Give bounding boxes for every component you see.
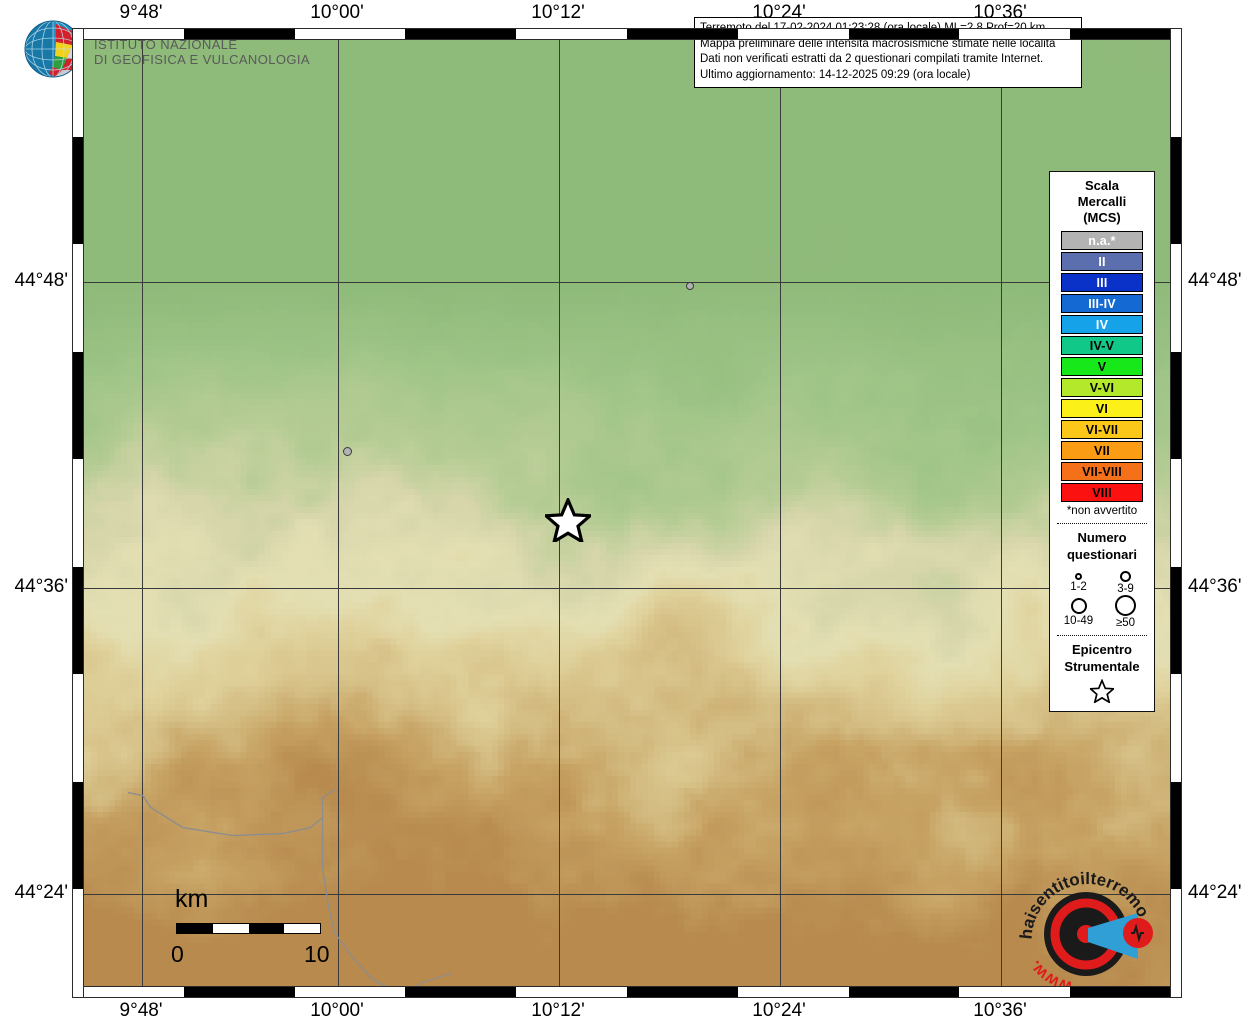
info-line-0: Terremoto del 17-02-2024 01:23:28 (ora l… bbox=[700, 22, 1046, 34]
mercalli-swatch-vi: VI bbox=[1061, 399, 1143, 418]
questionnaire-size-label: 1-2 bbox=[1070, 580, 1087, 593]
lon-label-top-2: 10°12' bbox=[531, 2, 585, 23]
lat-label-left-0: 44°48' bbox=[14, 270, 69, 291]
mercalli-swatch-vii-viii: VII-VIII bbox=[1061, 462, 1143, 481]
mercalli-swatch-vii: VII bbox=[1061, 441, 1143, 460]
legend-title-line-0: Scala bbox=[1085, 178, 1119, 193]
lat-label-left-2: 44°24' bbox=[14, 882, 69, 903]
questionnaire-size-label: 3-9 bbox=[1117, 582, 1134, 595]
scalebar-max-label: 10 bbox=[304, 941, 330, 967]
legend-title-line-1: Mercalli bbox=[1077, 194, 1127, 209]
questionnaire-title-1: questionari bbox=[1066, 547, 1138, 562]
gridline-lat-44-48 bbox=[73, 282, 1181, 283]
scalebar-bar bbox=[176, 923, 321, 934]
gridline-lon-10-00 bbox=[338, 29, 339, 997]
mercalli-swatch-vi-vii: VI-VII bbox=[1061, 420, 1143, 439]
legend-divider-1 bbox=[1057, 523, 1147, 524]
questionnaire-size-10-49: 10-49 bbox=[1055, 595, 1102, 630]
lat-label-right-0: 44°48' bbox=[1188, 270, 1242, 291]
gridline-lon-10-24 bbox=[780, 29, 781, 997]
lat-label-left-1: 44°36' bbox=[14, 576, 69, 597]
lon-label-bottom-2: 10°12' bbox=[531, 1000, 585, 1021]
ingv-globe-icon bbox=[22, 18, 84, 85]
questionnaire-circle-icon bbox=[1120, 570, 1131, 582]
info-line-3: Ultimo aggiornamento: 14-12-2025 09:29 (… bbox=[700, 68, 971, 81]
locality-point-1[interactable] bbox=[686, 282, 695, 291]
lat-label-right-1: 44°36' bbox=[1188, 576, 1242, 597]
mercalli-swatch-viii: VIII bbox=[1061, 483, 1143, 502]
lon-label-top-0: 9°48' bbox=[119, 2, 163, 23]
questionnaire-size-label: 10-49 bbox=[1063, 614, 1094, 627]
info-line-2: Dati non verificati estratti da 2 questi… bbox=[700, 53, 1044, 65]
mercalli-swatch-ii: II bbox=[1061, 252, 1143, 271]
haisentitoilterremoto-logo[interactable]: haisentitoilterremoto www. bbox=[1007, 843, 1160, 997]
mercalli-swatch-v: V bbox=[1061, 357, 1143, 376]
questionnaire-circle-icon bbox=[1070, 597, 1087, 614]
questionnaire-title-0: Numero bbox=[1077, 530, 1127, 545]
terrain-raster bbox=[73, 29, 1181, 997]
lon-label-bottom-3: 10°24' bbox=[752, 1000, 806, 1021]
gridline-lat-44-36 bbox=[73, 588, 1181, 589]
event-info-box: Terremoto del 17-02-2024 01:23:28 (ora l… bbox=[694, 17, 1082, 88]
legend-divider-2 bbox=[1057, 635, 1147, 636]
epicenter-star-icon[interactable] bbox=[542, 495, 595, 547]
mercalli-swatch-list: n.a.* II III III-IV IV IV-V V V-VI VI VI-VII VII VI… bbox=[1055, 231, 1149, 502]
legend-epicenter-star-icon bbox=[1055, 679, 1149, 703]
epicenter-title-1: Strumentale bbox=[1064, 659, 1140, 674]
questionnaire-circle-icon bbox=[1115, 595, 1136, 616]
questionnaire-size-label: ≥50 bbox=[1115, 617, 1136, 629]
lon-label-top-1: 10°00' bbox=[310, 2, 364, 23]
epicenter-title-0: Epicentro bbox=[1072, 642, 1132, 657]
lon-label-bottom-4: 10°36' bbox=[973, 1000, 1027, 1021]
map-canvas[interactable]: km 0 10 bbox=[72, 28, 1182, 998]
mercalli-swatch-iv-v: IV-V bbox=[1061, 336, 1143, 355]
mercalli-swatch-iv: IV bbox=[1061, 315, 1143, 334]
gridline-lon-9-48 bbox=[142, 29, 143, 997]
questionnaire-size--50: ≥50 bbox=[1102, 595, 1149, 629]
scalebar-unit-label: km bbox=[175, 885, 209, 913]
lon-label-bottom-1: 10°00' bbox=[310, 1000, 364, 1021]
gridline-lon-10-36 bbox=[1001, 29, 1002, 997]
mercalli-swatch-iii-iv: III-IV bbox=[1061, 294, 1143, 313]
ingv-logo-line1: ISTITUTO NAZIONALE bbox=[94, 36, 238, 52]
ingv-logo-line2: DI GEOFISICA E VULCANOLOGIA bbox=[94, 51, 310, 67]
questionnaire-size-key: 1-2 3-9 10-49 ≥50 bbox=[1055, 565, 1149, 629]
lat-label-right-2: 44°24' bbox=[1188, 882, 1242, 903]
mercalli-swatch-n-a-: n.a.* bbox=[1061, 231, 1143, 250]
questionnaire-size-1-2: 1-2 bbox=[1055, 565, 1102, 595]
gridline-lon-10-12 bbox=[559, 29, 560, 997]
questionnaire-size-3-9: 3-9 bbox=[1102, 565, 1149, 595]
gridline-lat-44-24 bbox=[73, 894, 1181, 895]
mercalli-swatch-v-vi: V-VI bbox=[1061, 378, 1143, 397]
lon-label-bottom-0: 9°48' bbox=[119, 1000, 163, 1021]
ingv-logo: ISTITUTO NAZIONALE DI GEOFISICA E VULCAN… bbox=[22, 18, 310, 85]
mercalli-swatch-iii: III bbox=[1061, 273, 1143, 292]
scalebar-min-label: 0 bbox=[171, 941, 184, 967]
map-legend: Scala Mercalli (MCS) n.a.* II III III-IV IV I… bbox=[1049, 171, 1155, 712]
legend-footnote: *non avvertito bbox=[1066, 505, 1138, 517]
questionnaire-circle-icon bbox=[1075, 572, 1082, 580]
info-line-1: Mappa preliminare delle intensità macros… bbox=[700, 37, 1056, 50]
locality-point-2[interactable] bbox=[343, 446, 353, 456]
legend-title-line-2: (MCS) bbox=[1083, 210, 1121, 225]
